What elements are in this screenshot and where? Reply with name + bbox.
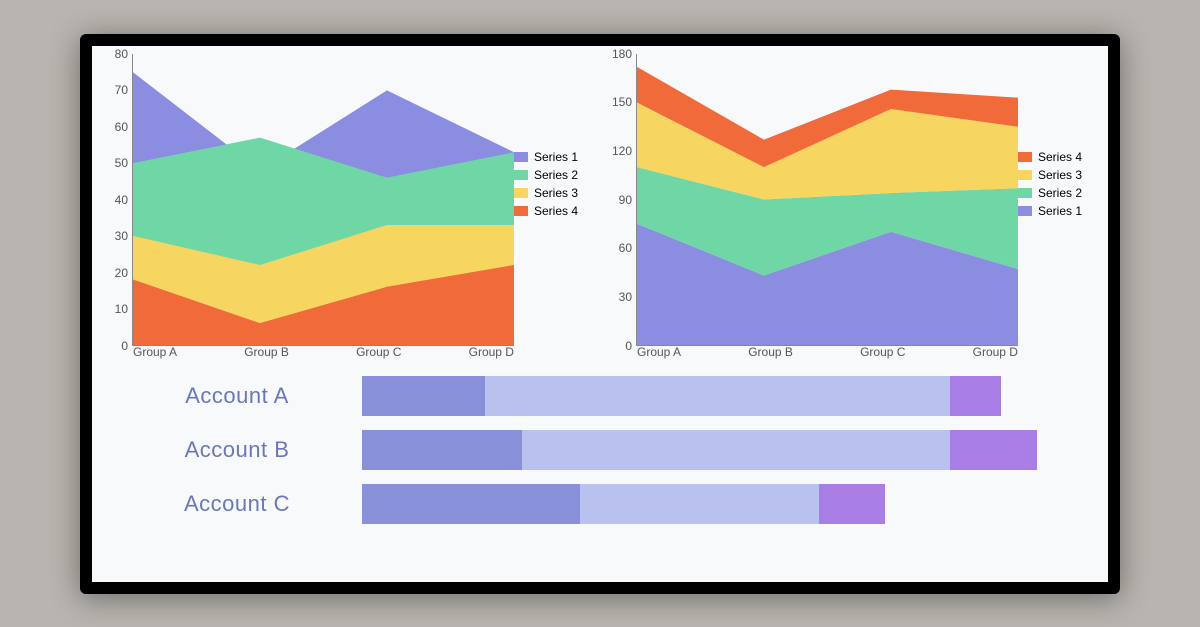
plot-area-right: Group AGroup BGroup CGroup D [636,54,1018,346]
legend-label: Series 3 [1038,168,1082,182]
plot-area-left: Group AGroup BGroup CGroup D [132,54,514,346]
x-category-label: Group C [356,345,401,365]
y-tick-label: 30 [115,229,128,243]
legend-item: Series 3 [1018,168,1104,182]
legend-label: Series 1 [1038,204,1082,218]
legend-swatch [1018,206,1032,216]
bar-segment [819,484,884,524]
legend-label: Series 4 [1038,150,1082,164]
dashboard-screen: 0 10 20 30 40 50 60 70 80 Group A Group B Group C G… [92,46,1108,582]
y-tick-label: 20 [115,266,128,280]
account-bars-section: Account A Account B Account C [92,366,1108,524]
y-tick-label: 150 [612,95,632,109]
bar-segment [950,376,1001,416]
x-category-label: Group D [973,345,1018,365]
account-label: Account A [112,383,362,409]
x-category-label: Group A [637,345,681,365]
y-tick-label: 90 [619,193,632,207]
bar-segment [362,430,522,470]
y-axis-right: 0306090120150180 [600,54,636,346]
bar-segment [485,376,950,416]
y-tick-label: 60 [115,120,128,134]
x-category-label: Group C [860,345,905,365]
account-bar-row: Account A [112,376,1088,416]
legend-label: Series 2 [1038,186,1082,200]
legend-item: Series 2 [514,168,600,182]
legend-swatch [1018,170,1032,180]
legend-item: Series 3 [514,186,600,200]
area-svg-left [133,54,514,345]
x-category-label: Group B [244,345,289,365]
charts-row: 0 10 20 30 40 50 60 70 80 Group A Group B Group C G… [92,46,1108,366]
y-tick-label: 40 [115,193,128,207]
y-axis-left: 01020304050607080 [96,54,132,346]
monitor-frame: 0 10 20 30 40 50 60 70 80 Group A Group B Group C G… [80,34,1120,594]
legend-item: Series 1 [1018,204,1104,218]
bar-segment [362,376,485,416]
y-tick-label: 70 [115,83,128,97]
legend-right: Series 4 Series 3 Series 2 Series 1 [1018,54,1104,366]
legend-item: Series 4 [1018,150,1104,164]
legend-label: Series 2 [534,168,578,182]
legend-item: Series 1 [514,150,600,164]
bar-segment [362,484,580,524]
y-tick-label: 10 [115,302,128,316]
x-category-label: Group B [748,345,793,365]
x-labels-right: Group A Group B Group C Group D [637,345,1018,365]
legend-label: Series 3 [534,186,578,200]
y-tick-label: 80 [115,47,128,61]
legend-label: Series 1 [534,150,578,164]
y-tick-label: 50 [115,156,128,170]
bar-track [362,376,1088,416]
area-svg-right [637,54,1018,345]
account-bar-row: Account B [112,430,1088,470]
legend-swatch [514,206,528,216]
y-tick-label: 30 [619,290,632,304]
bar-track [362,484,1088,524]
account-label: Account B [112,437,362,463]
account-label: Account C [112,491,362,517]
y-tick-label: 180 [612,47,632,61]
legend-item: Series 2 [1018,186,1104,200]
legend-swatch [1018,152,1032,162]
area-chart-right: 0306090120150180 Group AGroup BGroup CGr… [600,54,1104,366]
bar-segment [580,484,820,524]
y-tick-label: 60 [619,241,632,255]
area-chart-left: 01020304050607080 Group AGroup BGroup CG… [96,54,600,366]
account-bar-row: Account C [112,484,1088,524]
legend-swatch [514,188,528,198]
bar-segment [950,430,1037,470]
y-tick-label: 0 [625,339,632,353]
bar-track [362,430,1088,470]
y-tick-label: 120 [612,144,632,158]
legend-left: Series 1 Series 2 Series 3 Series 4 [514,54,600,366]
x-category-label: Group D [469,345,514,365]
legend-swatch [514,170,528,180]
x-labels-left: Group A Group B Group C Group D [133,345,514,365]
bar-segment [522,430,950,470]
x-category-label: Group A [133,345,177,365]
y-tick-label: 0 [121,339,128,353]
legend-swatch [1018,188,1032,198]
legend-swatch [514,152,528,162]
legend-label: Series 4 [534,204,578,218]
legend-item: Series 4 [514,204,600,218]
